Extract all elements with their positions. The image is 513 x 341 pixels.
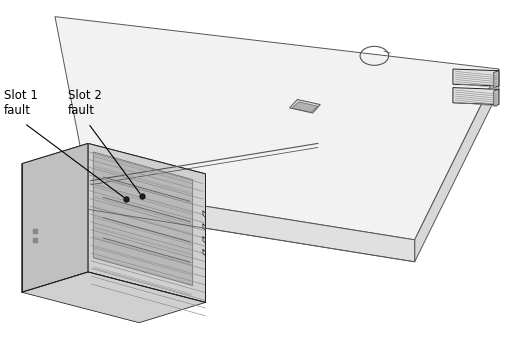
Polygon shape <box>453 69 499 86</box>
Polygon shape <box>292 102 318 112</box>
Polygon shape <box>55 17 499 240</box>
Text: Slot 1
fault: Slot 1 fault <box>4 89 38 117</box>
Polygon shape <box>22 272 206 323</box>
Polygon shape <box>290 100 320 113</box>
Text: Slot 2
fault: Slot 2 fault <box>68 89 102 117</box>
Polygon shape <box>93 152 193 285</box>
Polygon shape <box>453 88 499 105</box>
Polygon shape <box>22 144 206 194</box>
Polygon shape <box>494 89 499 106</box>
Polygon shape <box>22 144 88 292</box>
Polygon shape <box>494 71 499 88</box>
Polygon shape <box>415 69 499 262</box>
Polygon shape <box>88 188 415 262</box>
Polygon shape <box>88 144 206 302</box>
